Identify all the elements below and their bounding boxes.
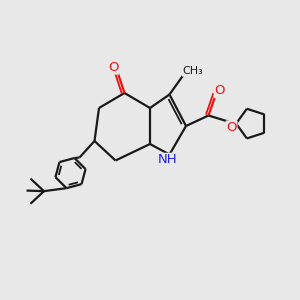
- Text: NH: NH: [158, 153, 178, 167]
- Text: O: O: [226, 121, 237, 134]
- Text: CH₃: CH₃: [182, 66, 203, 76]
- Text: O: O: [214, 84, 225, 98]
- Text: O: O: [108, 61, 119, 74]
